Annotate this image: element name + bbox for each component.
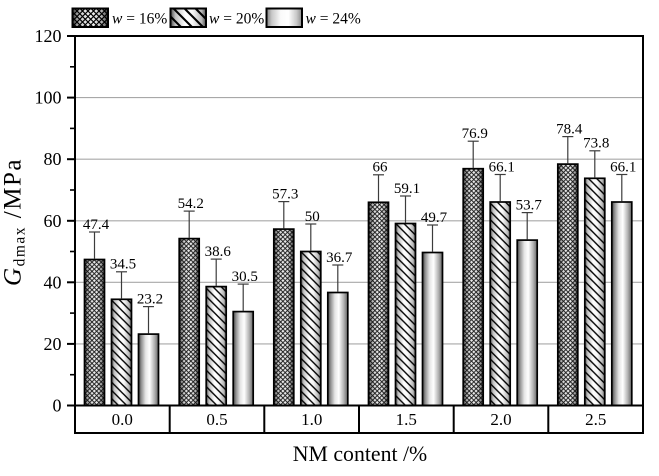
svg-text:NM content /%: NM content /% (293, 442, 427, 466)
svg-text:59.1: 59.1 (394, 181, 420, 197)
svg-text:w = 24%: w = 24% (306, 11, 361, 28)
svg-text:30.5: 30.5 (232, 269, 258, 285)
svg-text:66.1: 66.1 (489, 159, 515, 175)
svg-text:40: 40 (44, 272, 62, 292)
svg-text:0.0: 0.0 (112, 410, 133, 429)
svg-text:120: 120 (35, 26, 62, 46)
svg-text:36.7: 36.7 (326, 250, 353, 266)
svg-text:78.4: 78.4 (556, 121, 583, 137)
svg-text:100: 100 (35, 88, 62, 108)
svg-text:23.2: 23.2 (137, 291, 163, 307)
svg-text:1.0: 1.0 (301, 410, 322, 429)
svg-text:2.5: 2.5 (585, 410, 606, 429)
svg-text:50: 50 (305, 209, 320, 225)
svg-text:60: 60 (44, 211, 62, 231)
svg-text:76.9: 76.9 (462, 126, 488, 142)
svg-text:47.4: 47.4 (83, 217, 110, 233)
svg-text:2.0: 2.0 (490, 410, 511, 429)
svg-text:Gdmax /MPa: Gdmax /MPa (0, 158, 29, 286)
svg-text:0: 0 (53, 396, 62, 416)
svg-text:w = 16%: w = 16% (112, 11, 167, 28)
svg-text:54.2: 54.2 (178, 196, 204, 212)
svg-text:34.5: 34.5 (110, 257, 136, 273)
svg-text:66.1: 66.1 (610, 159, 636, 175)
svg-text:38.6: 38.6 (205, 244, 232, 260)
svg-text:53.7: 53.7 (516, 197, 543, 213)
svg-text:0.5: 0.5 (206, 410, 227, 429)
svg-text:1.5: 1.5 (396, 410, 417, 429)
svg-text:49.7: 49.7 (421, 210, 448, 226)
svg-text:57.3: 57.3 (272, 186, 298, 202)
svg-text:73.8: 73.8 (583, 136, 609, 152)
svg-text:w = 20%: w = 20% (209, 11, 264, 28)
svg-text:20: 20 (44, 334, 62, 354)
svg-text:80: 80 (44, 149, 62, 169)
svg-text:66: 66 (373, 160, 389, 176)
